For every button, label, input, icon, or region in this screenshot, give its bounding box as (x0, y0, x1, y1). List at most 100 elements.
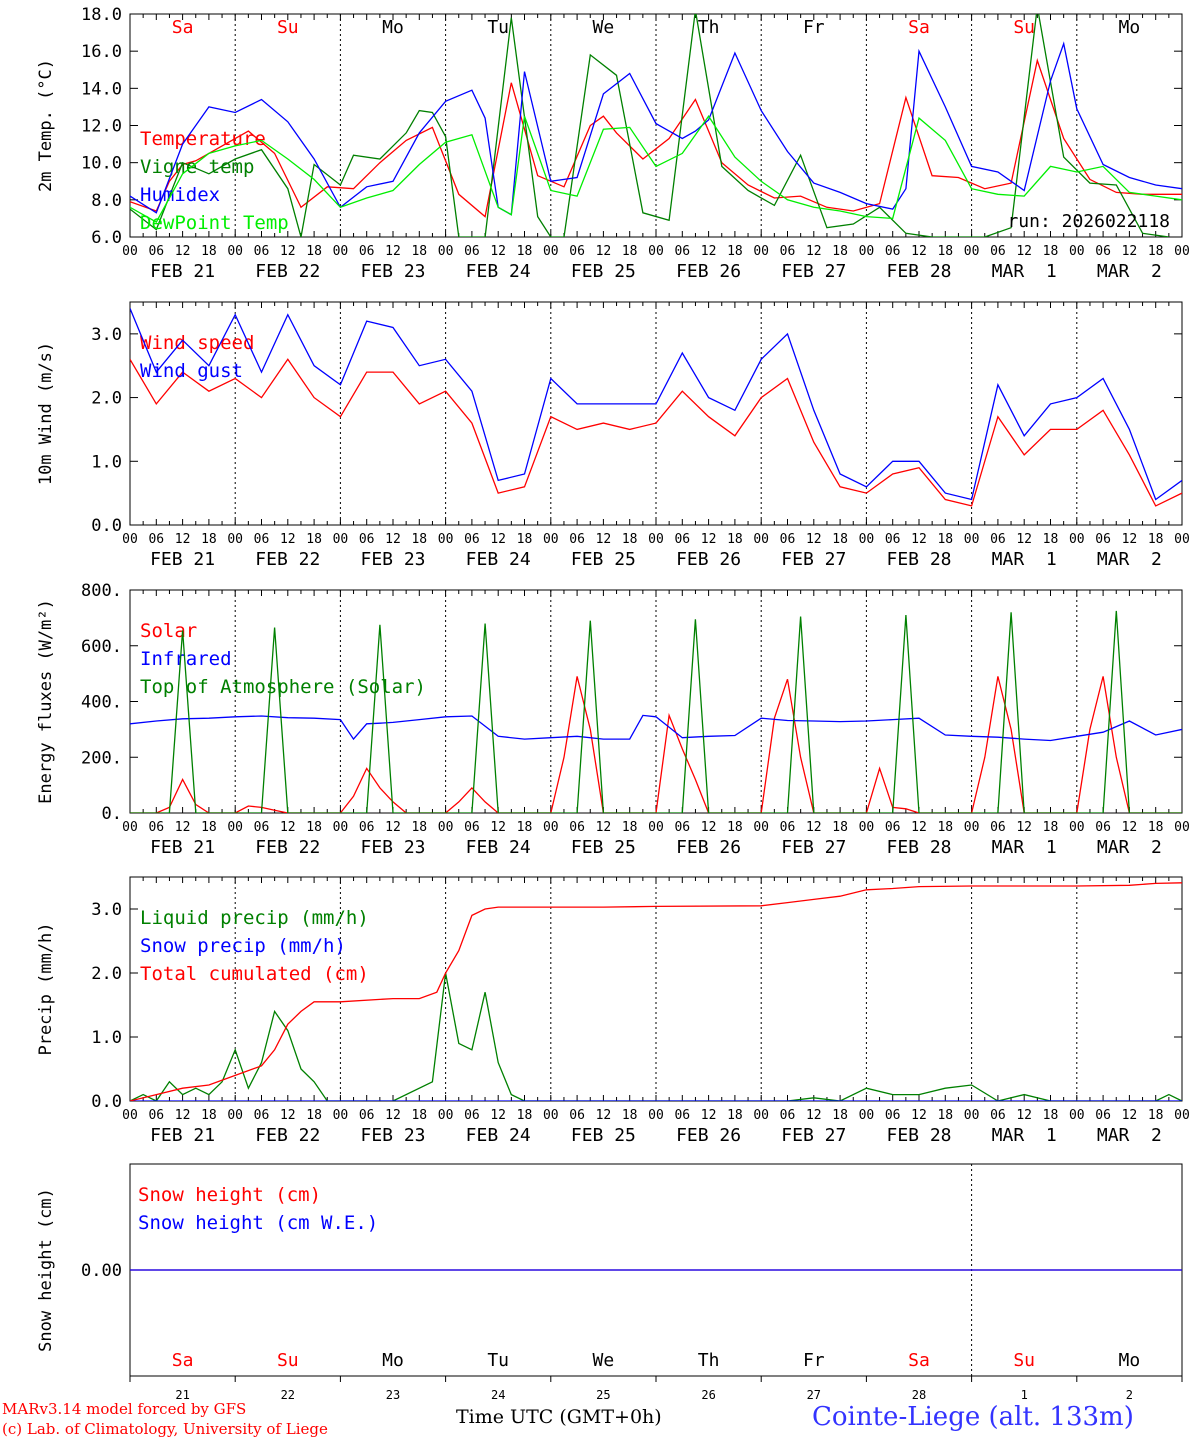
date-label: FEB 25 (571, 261, 636, 282)
legend-entry: Top of Atmosphere (Solar) (140, 676, 426, 698)
weekday-label: Th (698, 17, 720, 38)
hour-tick-label: 00 (227, 244, 243, 259)
hour-tick-label: 06 (1095, 820, 1111, 835)
hour-tick-label: 06 (1095, 1108, 1111, 1123)
hour-tick-label: 00 (859, 1108, 875, 1123)
date-label: MAR 1 (992, 1125, 1057, 1146)
hour-tick-label: 00 (1174, 1108, 1190, 1123)
hour-tick-label: 12 (385, 1108, 401, 1123)
hour-tick-label: 18 (622, 244, 638, 259)
hour-tick-label: 00 (122, 1108, 138, 1123)
hour-tick-label: 12 (280, 1108, 296, 1123)
hour-tick-label: 12 (701, 532, 717, 547)
time-axis-label: Time UTC (GMT+0h) (456, 1406, 662, 1428)
station-label: Cointe-Liege (alt. 133m) (812, 1402, 1134, 1432)
date-label: FEB 22 (255, 1125, 320, 1146)
hour-tick-label: 00 (1174, 244, 1190, 259)
weekday-label: Mo (382, 17, 404, 38)
hour-tick-label: 00 (648, 532, 664, 547)
hour-tick-label: 18 (727, 244, 743, 259)
hour-tick-label: 06 (885, 532, 901, 547)
legend-entry: Liquid precip (mm/h) (140, 907, 369, 929)
hour-tick-label: 00 (753, 1108, 769, 1123)
date-label: MAR 1 (992, 261, 1057, 282)
series-line-vigne-temp (130, 14, 1169, 237)
legend-entry: Temperature (140, 128, 266, 150)
panel-5: 21 22 23 24 25 26 27 28 1 2 0.00 Snow height (cm) Sn… (36, 1163, 1183, 1402)
weekday-label: Sa (172, 1350, 194, 1371)
weekday-label: We (593, 17, 615, 38)
date-label: MAR 2 (1097, 837, 1162, 858)
date-label: MAR 1 (992, 549, 1057, 570)
hour-tick-label: 12 (596, 244, 612, 259)
hour-tick-label: 00 (859, 244, 875, 259)
hour-tick-label: 18 (937, 1108, 953, 1123)
weekday-label: Tu (487, 1350, 509, 1371)
hour-tick-label: 18 (1043, 532, 1059, 547)
hour-tick-label: 00 (438, 1108, 454, 1123)
weekday-label: Th (698, 1350, 720, 1371)
hour-tick-label: 18 (306, 532, 322, 547)
hour-tick-label: 06 (780, 820, 796, 835)
legend-entry: Wind speed (140, 332, 254, 354)
hour-tick-label: 06 (674, 244, 690, 259)
legend-entry: Wind gust (140, 360, 243, 382)
hour-tick-label: 18 (622, 820, 638, 835)
hour-tick-label: 06 (569, 532, 585, 547)
hour-tick-label: 12 (911, 1108, 927, 1123)
y-tick-label: 8.0 (91, 191, 122, 211)
y-tick-label: 0.00 (81, 1261, 122, 1281)
hour-tick-label: 18 (517, 532, 533, 547)
hour-tick-label: 12 (596, 820, 612, 835)
weekday-label: Su (1013, 1350, 1035, 1371)
hour-tick-label: 06 (569, 244, 585, 259)
weekday-label: Su (1013, 17, 1035, 38)
weekday-label: Mo (1119, 17, 1141, 38)
hour-tick-label: 18 (727, 532, 743, 547)
y-tick-label: 800. (81, 581, 122, 601)
date-label: FEB 28 (886, 261, 951, 282)
hour-tick-label: 06 (990, 244, 1006, 259)
hour-tick-label: 06 (359, 820, 375, 835)
hour-tick-label: 06 (254, 1108, 270, 1123)
date-label: FEB 27 (781, 1125, 846, 1146)
date-label: FEB 26 (676, 837, 741, 858)
hour-tick-label: 06 (254, 532, 270, 547)
hour-tick-label: 18 (1043, 1108, 1059, 1123)
hour-tick-label: 18 (727, 1108, 743, 1123)
day-number-label: 21 (175, 1388, 189, 1402)
hour-tick-label: 06 (674, 820, 690, 835)
hour-tick-label: 12 (1016, 1108, 1032, 1123)
hour-tick-label: 00 (1069, 820, 1085, 835)
hour-tick-label: 18 (517, 820, 533, 835)
hour-tick-label: 00 (753, 532, 769, 547)
hour-tick-label: 06 (780, 244, 796, 259)
hour-tick-label: 00 (122, 820, 138, 835)
hour-tick-label: 00 (438, 820, 454, 835)
hour-tick-label: 12 (490, 532, 506, 547)
day-number-label: 23 (386, 1388, 400, 1402)
date-label: MAR 2 (1097, 261, 1162, 282)
date-label: FEB 21 (150, 261, 215, 282)
hour-tick-label: 06 (254, 820, 270, 835)
y-tick-label: 0.0 (91, 1092, 122, 1112)
hour-tick-label: 00 (648, 1108, 664, 1123)
hour-tick-label: 00 (964, 820, 980, 835)
hour-tick-label: 12 (280, 820, 296, 835)
date-label: FEB 22 (255, 837, 320, 858)
hour-tick-label: 00 (333, 532, 349, 547)
hour-tick-label: 18 (517, 1108, 533, 1123)
hour-tick-label: 18 (937, 244, 953, 259)
day-number-label: 24 (491, 1388, 505, 1402)
y-tick-label: 0. (102, 804, 122, 824)
date-label: FEB 27 (781, 261, 846, 282)
hour-tick-label: 00 (859, 820, 875, 835)
hour-tick-label: 00 (333, 1108, 349, 1123)
weekday-label: Su (277, 1350, 299, 1371)
hour-tick-label: 12 (1122, 820, 1138, 835)
hour-tick-label: 06 (148, 820, 164, 835)
hour-tick-label: 18 (411, 820, 427, 835)
weekday-label: Mo (1119, 1350, 1141, 1371)
hour-tick-label: 12 (596, 532, 612, 547)
date-label: MAR 2 (1097, 549, 1162, 570)
